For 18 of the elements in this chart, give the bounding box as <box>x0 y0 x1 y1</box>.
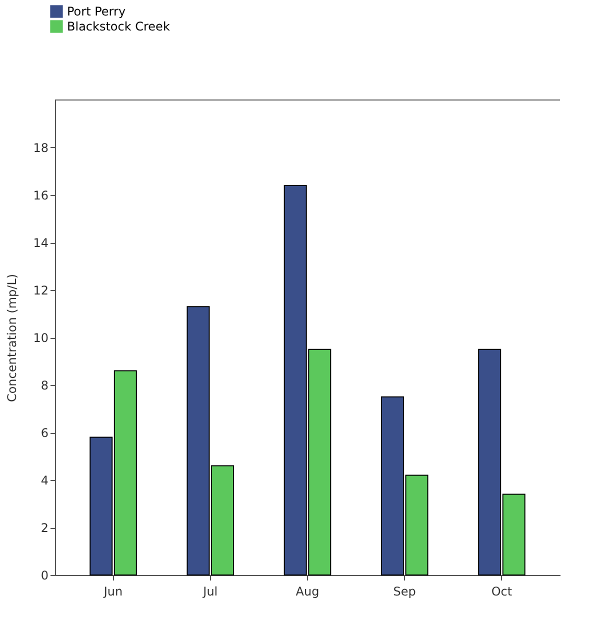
y-tick-label: 4 <box>40 474 48 488</box>
y-axis-title: Concentration (mp/L) <box>5 274 20 402</box>
y-tick-label: 12 <box>33 284 48 298</box>
y-tick-label: 6 <box>40 426 48 440</box>
legend-label: Port Perry <box>67 4 126 18</box>
y-tick-label: 16 <box>33 188 48 202</box>
x-tick-label: Aug <box>296 584 320 598</box>
y-tick-label: 10 <box>33 331 48 345</box>
y-tick-label: 2 <box>40 521 48 535</box>
y-tick-label: 18 <box>33 141 48 155</box>
x-tick-label: Jun <box>102 584 123 598</box>
legend-label: Blackstock Creek <box>67 20 170 34</box>
y-tick-label: 8 <box>40 378 48 392</box>
x-tick-label: Oct <box>491 584 512 598</box>
x-tick-label: Sep <box>393 584 416 598</box>
y-tick-label: 14 <box>33 236 48 250</box>
y-tick-label: 0 <box>40 568 48 582</box>
x-tick-label: Jul <box>202 584 218 598</box>
